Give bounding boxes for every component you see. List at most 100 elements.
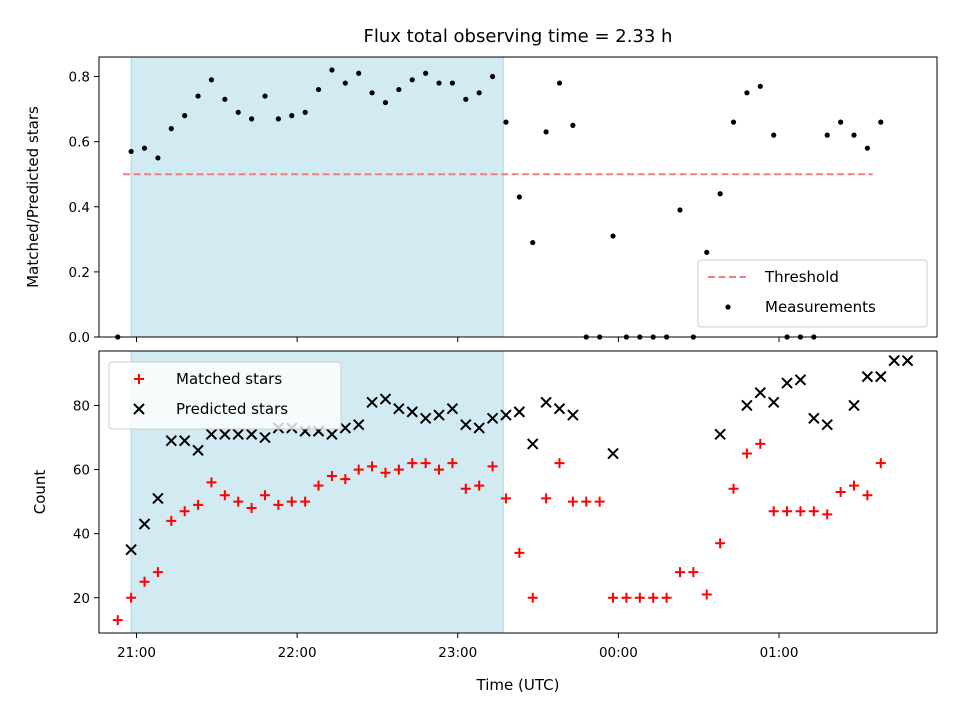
predicted-stars-point bbox=[901, 354, 914, 367]
predicted-stars-point bbox=[607, 447, 619, 460]
matched-stars-point bbox=[380, 467, 391, 478]
bottom-x-tick-label: 00:00 bbox=[599, 645, 638, 661]
measurement-point bbox=[329, 67, 335, 73]
matched-stars-point bbox=[353, 464, 364, 475]
matched-stars-point bbox=[795, 506, 806, 517]
matched-stars-point bbox=[728, 483, 739, 494]
predicted-stars-point bbox=[794, 374, 807, 386]
top-y-tick-label: 0.4 bbox=[69, 200, 90, 216]
matched-stars-point bbox=[286, 496, 297, 507]
matched-stars-point bbox=[554, 458, 565, 469]
matched-stars-point bbox=[139, 576, 150, 587]
predicted-stars-point bbox=[781, 377, 793, 389]
predicted-stars-point bbox=[205, 428, 218, 441]
matched-stars-point bbox=[822, 509, 833, 520]
top-legend: Threshold Measurements bbox=[697, 259, 928, 328]
top-axes-frame bbox=[98, 56, 938, 338]
bottom-y-tick-label: 60 bbox=[73, 463, 90, 479]
top-y-tick-label: 0.8 bbox=[69, 70, 90, 86]
predicted-stars-point bbox=[138, 518, 151, 530]
matched-stars-point bbox=[661, 592, 672, 603]
predicted-stars-point bbox=[393, 402, 405, 415]
measurement-point bbox=[262, 93, 268, 99]
matched-stars-point bbox=[152, 567, 163, 578]
predicted-stars-point bbox=[259, 431, 271, 444]
predicted-stars-point bbox=[500, 409, 512, 421]
matched-stars-point bbox=[166, 515, 177, 526]
top-y-tick-label: 0.0 bbox=[69, 330, 90, 346]
legend-label: Predicted stars bbox=[176, 400, 288, 418]
predicted-stars-point bbox=[888, 354, 900, 367]
matched-stars-point bbox=[701, 589, 712, 600]
top-y-tick-label: 0.2 bbox=[69, 265, 90, 281]
measurement-point bbox=[730, 119, 737, 125]
measurement-point bbox=[503, 119, 509, 125]
measurement-point bbox=[530, 239, 536, 246]
matched-stars-point bbox=[755, 438, 766, 449]
bottom-x-tick-label: 21:00 bbox=[117, 645, 156, 661]
predicted-stars-point bbox=[446, 402, 459, 415]
bottom-axes-frame bbox=[98, 350, 938, 634]
measurement-point bbox=[556, 80, 563, 86]
bottom-x-tick-label: 01:00 bbox=[760, 645, 799, 661]
predicted-stars-point bbox=[540, 396, 552, 408]
measurement-point bbox=[449, 80, 456, 86]
measurement-point bbox=[463, 96, 469, 102]
measurement-point bbox=[222, 96, 228, 102]
top-shaded-region bbox=[130, 56, 504, 338]
bottom-y-tick-label: 80 bbox=[73, 398, 90, 414]
x-axis-label: Time (UTC) bbox=[476, 676, 560, 694]
matched-stars-point bbox=[608, 592, 619, 603]
matched-stars-point bbox=[688, 567, 699, 578]
predicted-stars-point bbox=[125, 543, 137, 556]
measurement-point bbox=[168, 126, 174, 132]
top-panel: 0.0 0.2 0.4 0.6 0.8 Threshold Measurements bbox=[69, 56, 938, 346]
top-y-axis-label: Matched/Predicted stars bbox=[24, 106, 42, 288]
matched-stars-point bbox=[808, 506, 819, 517]
top-y-tick-label: 0.6 bbox=[69, 135, 90, 151]
measurement-point bbox=[864, 145, 870, 151]
predicted-stars-point bbox=[433, 409, 445, 421]
measurement-point bbox=[275, 116, 281, 122]
measurement-point bbox=[249, 116, 255, 122]
measurement-point bbox=[423, 70, 429, 76]
measurement-point bbox=[235, 109, 241, 115]
predicted-stars-point bbox=[821, 418, 833, 431]
measurement-point bbox=[436, 80, 442, 86]
measurement-point bbox=[570, 122, 576, 128]
measurement-point bbox=[182, 113, 188, 119]
measurement-point bbox=[771, 132, 777, 138]
measurement-point bbox=[382, 99, 389, 106]
predicted-stars-point bbox=[352, 418, 365, 431]
predicted-stars-point bbox=[848, 399, 860, 412]
measurement-point bbox=[369, 90, 375, 96]
predicted-stars-point bbox=[379, 393, 392, 405]
measurement-point bbox=[757, 83, 763, 89]
matched-stars-point bbox=[474, 480, 485, 491]
bottom-panel: 20 40 60 80 21:00 22:00 23:00 00:00 01:00 Matched… bbox=[73, 350, 938, 661]
predicted-stars-point bbox=[754, 386, 767, 399]
measurement-point bbox=[677, 207, 683, 213]
matched-stars-point bbox=[273, 499, 284, 510]
measurement-point bbox=[356, 70, 362, 76]
matched-stars-point bbox=[340, 474, 351, 485]
predicted-stars-point bbox=[567, 409, 579, 421]
predicted-stars-point bbox=[527, 438, 539, 450]
predicted-stars-point bbox=[861, 370, 874, 383]
predicted-stars-point bbox=[192, 444, 204, 457]
bottom-y-tick-label: 40 bbox=[73, 527, 90, 543]
measurement-point bbox=[744, 90, 750, 96]
bottom-y-tick-label: 20 bbox=[73, 591, 90, 607]
measurement-point bbox=[409, 77, 415, 83]
predicted-stars-point bbox=[366, 396, 378, 408]
measurement-point bbox=[155, 155, 161, 161]
chart-title: Flux total observing time = 2.33 h bbox=[364, 26, 673, 47]
matched-stars-point bbox=[259, 490, 270, 501]
matched-stars-point bbox=[581, 496, 592, 507]
predicted-stars-point bbox=[339, 422, 352, 434]
legend-marker bbox=[134, 374, 144, 384]
measurement-point bbox=[610, 233, 616, 239]
matched-stars-point bbox=[233, 496, 244, 507]
matched-stars-point bbox=[567, 496, 578, 507]
